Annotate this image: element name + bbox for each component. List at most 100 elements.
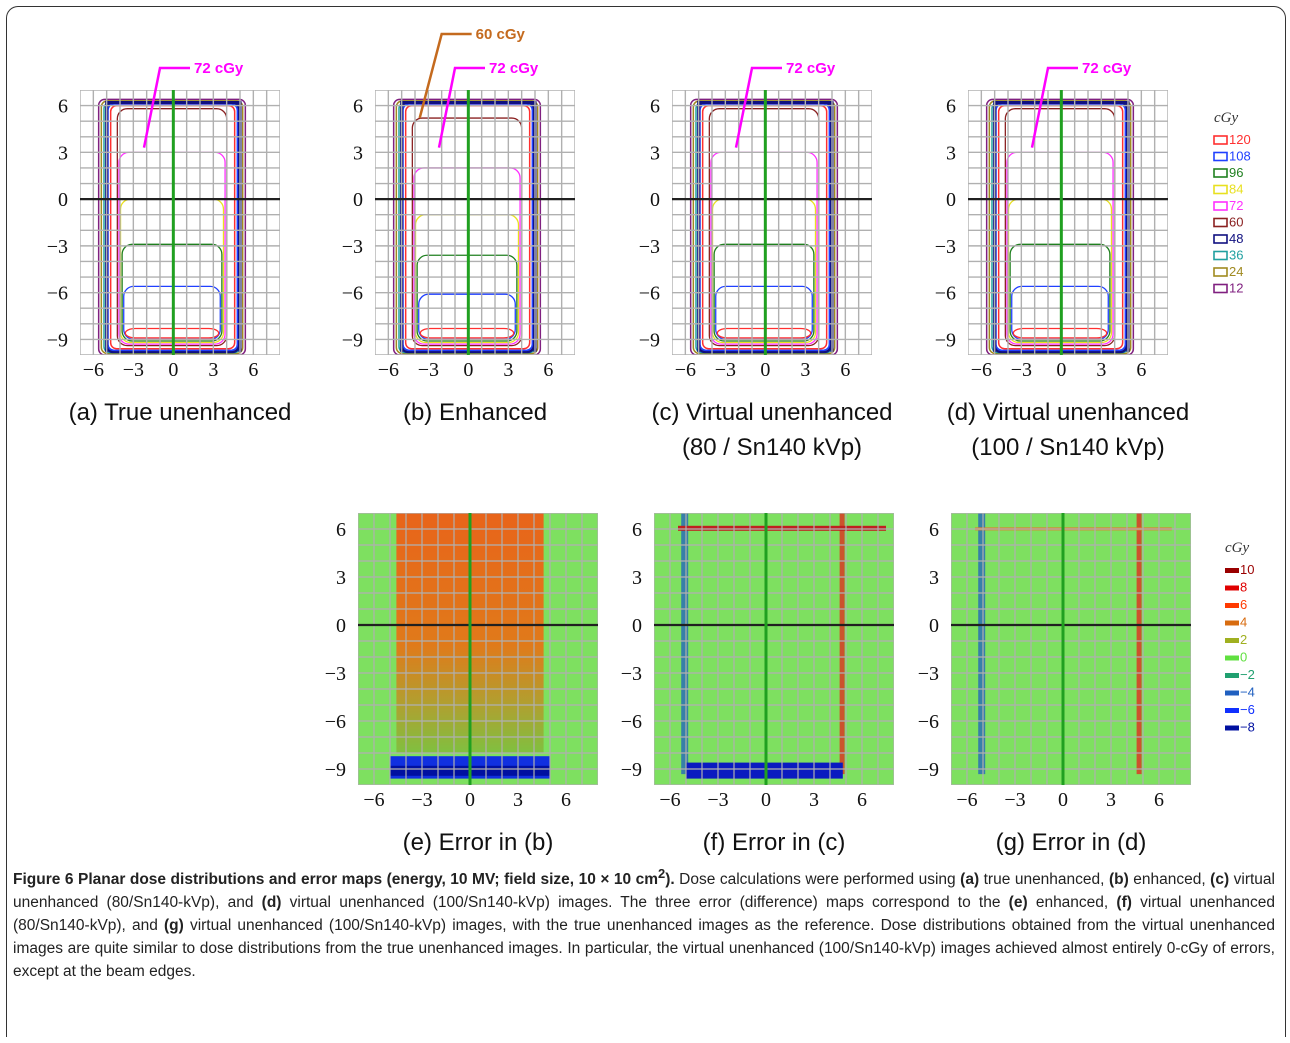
x-tick-label: 3 (513, 789, 523, 811)
legend-label: −2 (1240, 667, 1255, 682)
legend-swatch (1213, 250, 1228, 261)
panel-label-line2: (80 / Sn140 kVp) (682, 434, 862, 461)
y-tick-label: −3 (935, 236, 956, 258)
plot-area (375, 90, 575, 355)
caption-text: enhanced, (1027, 894, 1117, 912)
y-tick-label: −9 (918, 759, 939, 781)
legend-swatch (1225, 655, 1239, 661)
y-tick-label: 0 (929, 615, 939, 637)
panel-label: (d) Virtual unenhanced (947, 399, 1189, 426)
legend-swatch (1225, 568, 1239, 573)
annotation-label: 72 cGy (1082, 60, 1132, 77)
x-tick-label: 0 (1058, 789, 1068, 811)
y-tick-label: 3 (353, 142, 363, 164)
panel-g: −6 −3 0 3 6 6 3 0 −3 −6 −9 (g) Error in (d) (918, 513, 1191, 856)
y-tick-label: 6 (336, 519, 346, 541)
y-tick-label: −3 (342, 236, 363, 258)
caption-panel-ref: (g) (164, 917, 184, 935)
y-tick-label: 0 (650, 189, 660, 211)
y-tick-label: −3 (918, 663, 939, 685)
legend-label: 72 (1229, 198, 1243, 213)
legend-label: 60 (1229, 215, 1243, 230)
y-tick-label: 3 (336, 567, 346, 589)
y-tick-label: 3 (58, 142, 68, 164)
annotation-label: 60 cGy (476, 26, 526, 43)
caption-title: Figure 6 Planar dose distributions and e… (13, 866, 675, 889)
legend-swatch (1213, 267, 1228, 277)
y-tick-label: −6 (621, 711, 642, 733)
y-tick-label: −6 (935, 283, 956, 305)
y-tick-label: −6 (639, 283, 660, 305)
legend-swatch (1213, 184, 1228, 195)
y-tick-label: −3 (621, 663, 642, 685)
y-tick-label: 0 (632, 615, 642, 637)
legend-label: 96 (1229, 165, 1243, 180)
panel-e: −6 −3 0 3 6 6 3 0 −3 −6 −9 (e) Error in (b) (325, 513, 598, 856)
x-tick-label: −6 (971, 359, 992, 381)
caption-panel-ref: (b) (1108, 871, 1129, 889)
x-tick-label: 3 (1106, 789, 1116, 811)
x-tick-label: −3 (707, 789, 728, 811)
legend-swatch (1213, 135, 1228, 145)
x-tick-label: 3 (800, 359, 810, 381)
y-tick-label: 0 (58, 189, 68, 211)
x-tick-label: 3 (809, 789, 819, 811)
panel-label-line2: (100 / Sn140 kVp) (971, 434, 1164, 461)
plot-area (358, 513, 598, 785)
legend-label: 6 (1240, 597, 1247, 612)
caption-panel-ref: (f) (1116, 894, 1132, 912)
legend-label: 84 (1229, 182, 1243, 197)
y-tick-label: 6 (632, 519, 642, 541)
x-tick-label: −6 (378, 359, 399, 381)
annotation-leader (418, 32, 472, 119)
y-tick-label: 6 (929, 519, 939, 541)
y-tick-label: 6 (946, 96, 956, 118)
legend-swatch (1213, 283, 1228, 294)
figure-caption: Figure 6 Planar dose distributions and e… (13, 862, 1275, 983)
legend-swatch (1225, 725, 1239, 731)
x-tick-label: −6 (83, 359, 104, 381)
caption-panel-ref: (a) (960, 871, 980, 889)
annotation-leader (734, 66, 782, 148)
x-tick-label: 0 (168, 359, 178, 381)
caption-panel-ref: (e) (1008, 894, 1028, 912)
x-tick-label: −6 (363, 789, 384, 811)
error-map-background (654, 513, 894, 785)
legend-label: 2 (1240, 632, 1247, 647)
legend-swatch (1213, 217, 1228, 228)
x-tick-label: −3 (411, 789, 432, 811)
legend-label: −4 (1240, 685, 1255, 700)
x-tick-label: 0 (465, 789, 475, 811)
y-tick-label: −6 (342, 283, 363, 305)
caption-panel-ref: (d) (261, 894, 282, 912)
legend-label: 0 (1240, 650, 1247, 665)
x-tick-label: 0 (760, 359, 770, 381)
y-tick-label: 6 (650, 96, 660, 118)
legend-label: −8 (1240, 720, 1255, 735)
caption-panel-ref: (c) (1210, 871, 1230, 889)
caption-text: enhanced, (1128, 871, 1211, 889)
x-tick-label: −3 (418, 359, 439, 381)
figure-frame (6, 6, 1286, 1037)
caption-text: true unenhanced, (979, 871, 1109, 889)
legend-unit: cGy (1225, 540, 1249, 556)
y-tick-label: −9 (621, 759, 642, 781)
caption-text: virtual unenhanced (100/Sn140-kVp) image… (281, 894, 1009, 912)
legend-swatch (1225, 620, 1239, 626)
y-tick-label: −6 (918, 711, 939, 733)
legend-label: 4 (1240, 615, 1247, 630)
x-tick-label: 6 (248, 359, 258, 381)
legend-swatch (1225, 690, 1239, 696)
legend-label: 36 (1229, 248, 1243, 263)
x-tick-label: 6 (857, 789, 867, 811)
x-tick-label: −6 (659, 789, 680, 811)
panel-label: (a) True unenhanced (69, 399, 292, 426)
plot-area (968, 90, 1168, 355)
caption-text: virtual unenhanced (80/Sn140-kVp), and (13, 894, 1275, 935)
panel-label: (c) Virtual unenhanced (651, 399, 892, 426)
error-edge-right (1136, 513, 1142, 775)
y-tick-label: −3 (639, 236, 660, 258)
y-tick-label: −3 (47, 236, 68, 258)
legend-swatch (1225, 603, 1239, 608)
